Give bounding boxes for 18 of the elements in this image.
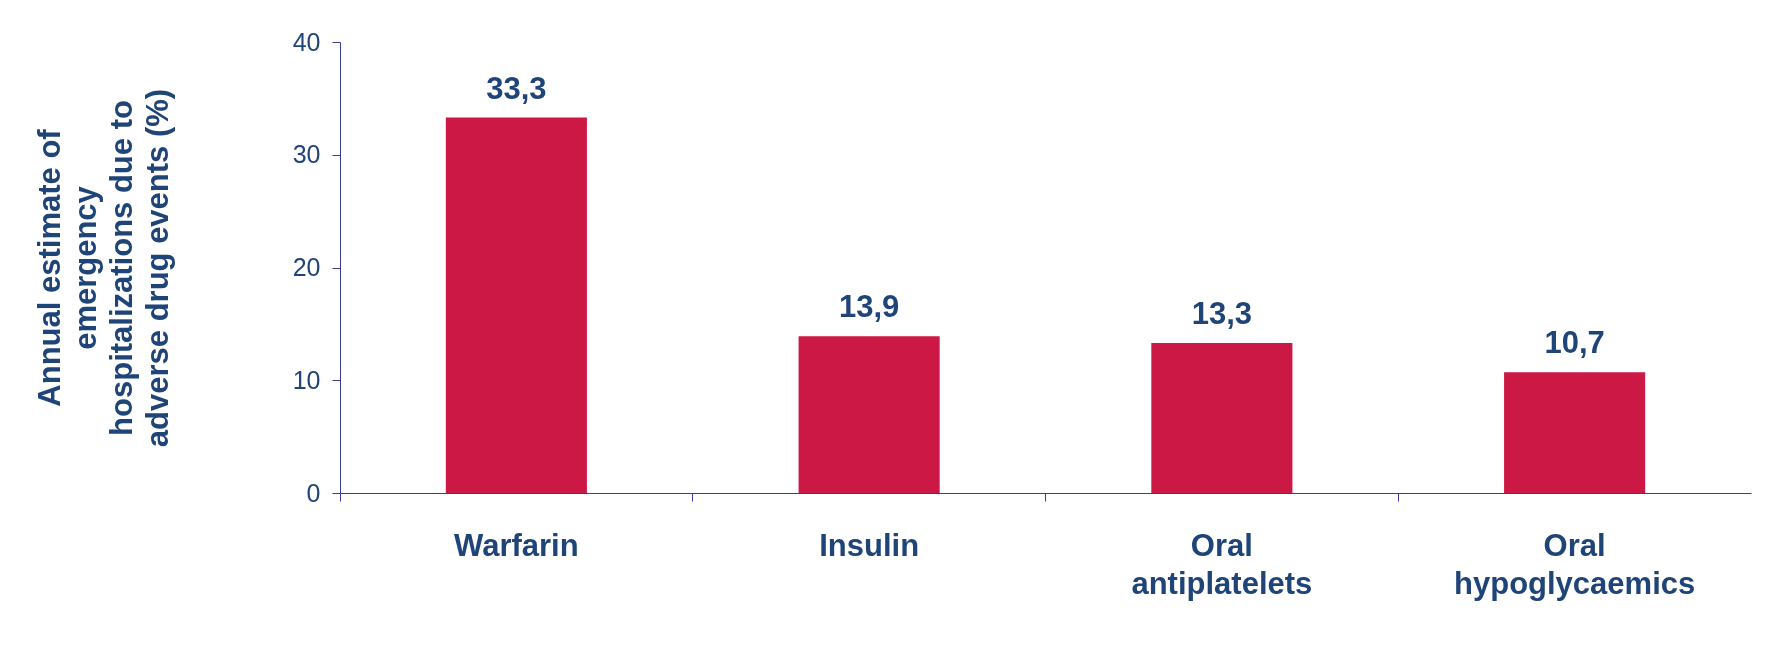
x-tick-label: Oral hypoglycaemics bbox=[1454, 527, 1696, 601]
y-tick-label: 40 bbox=[292, 27, 321, 56]
y-tick-label: 0 bbox=[306, 478, 321, 507]
x-tick-label: Warfarin bbox=[454, 527, 579, 563]
data-label: 10,7 bbox=[1544, 325, 1605, 361]
bar bbox=[798, 336, 940, 493]
bar bbox=[445, 117, 587, 493]
bar bbox=[1504, 372, 1646, 493]
data-label: 13,3 bbox=[1191, 296, 1253, 332]
bar bbox=[1151, 343, 1293, 493]
y-tick-label: 30 bbox=[292, 140, 321, 169]
y-tick-label: 10 bbox=[292, 365, 321, 394]
data-label: 33,3 bbox=[486, 70, 547, 106]
y-tick-label: 20 bbox=[292, 253, 321, 281]
x-tick-label: Oral antiplatelets bbox=[1131, 527, 1313, 601]
y-axis-title: Annual estimate of emergency hospitalizations due to adverse drug events (%) bbox=[31, 88, 175, 448]
data-label: 13,9 bbox=[838, 289, 900, 325]
x-tick-label: Insulin bbox=[819, 527, 920, 563]
